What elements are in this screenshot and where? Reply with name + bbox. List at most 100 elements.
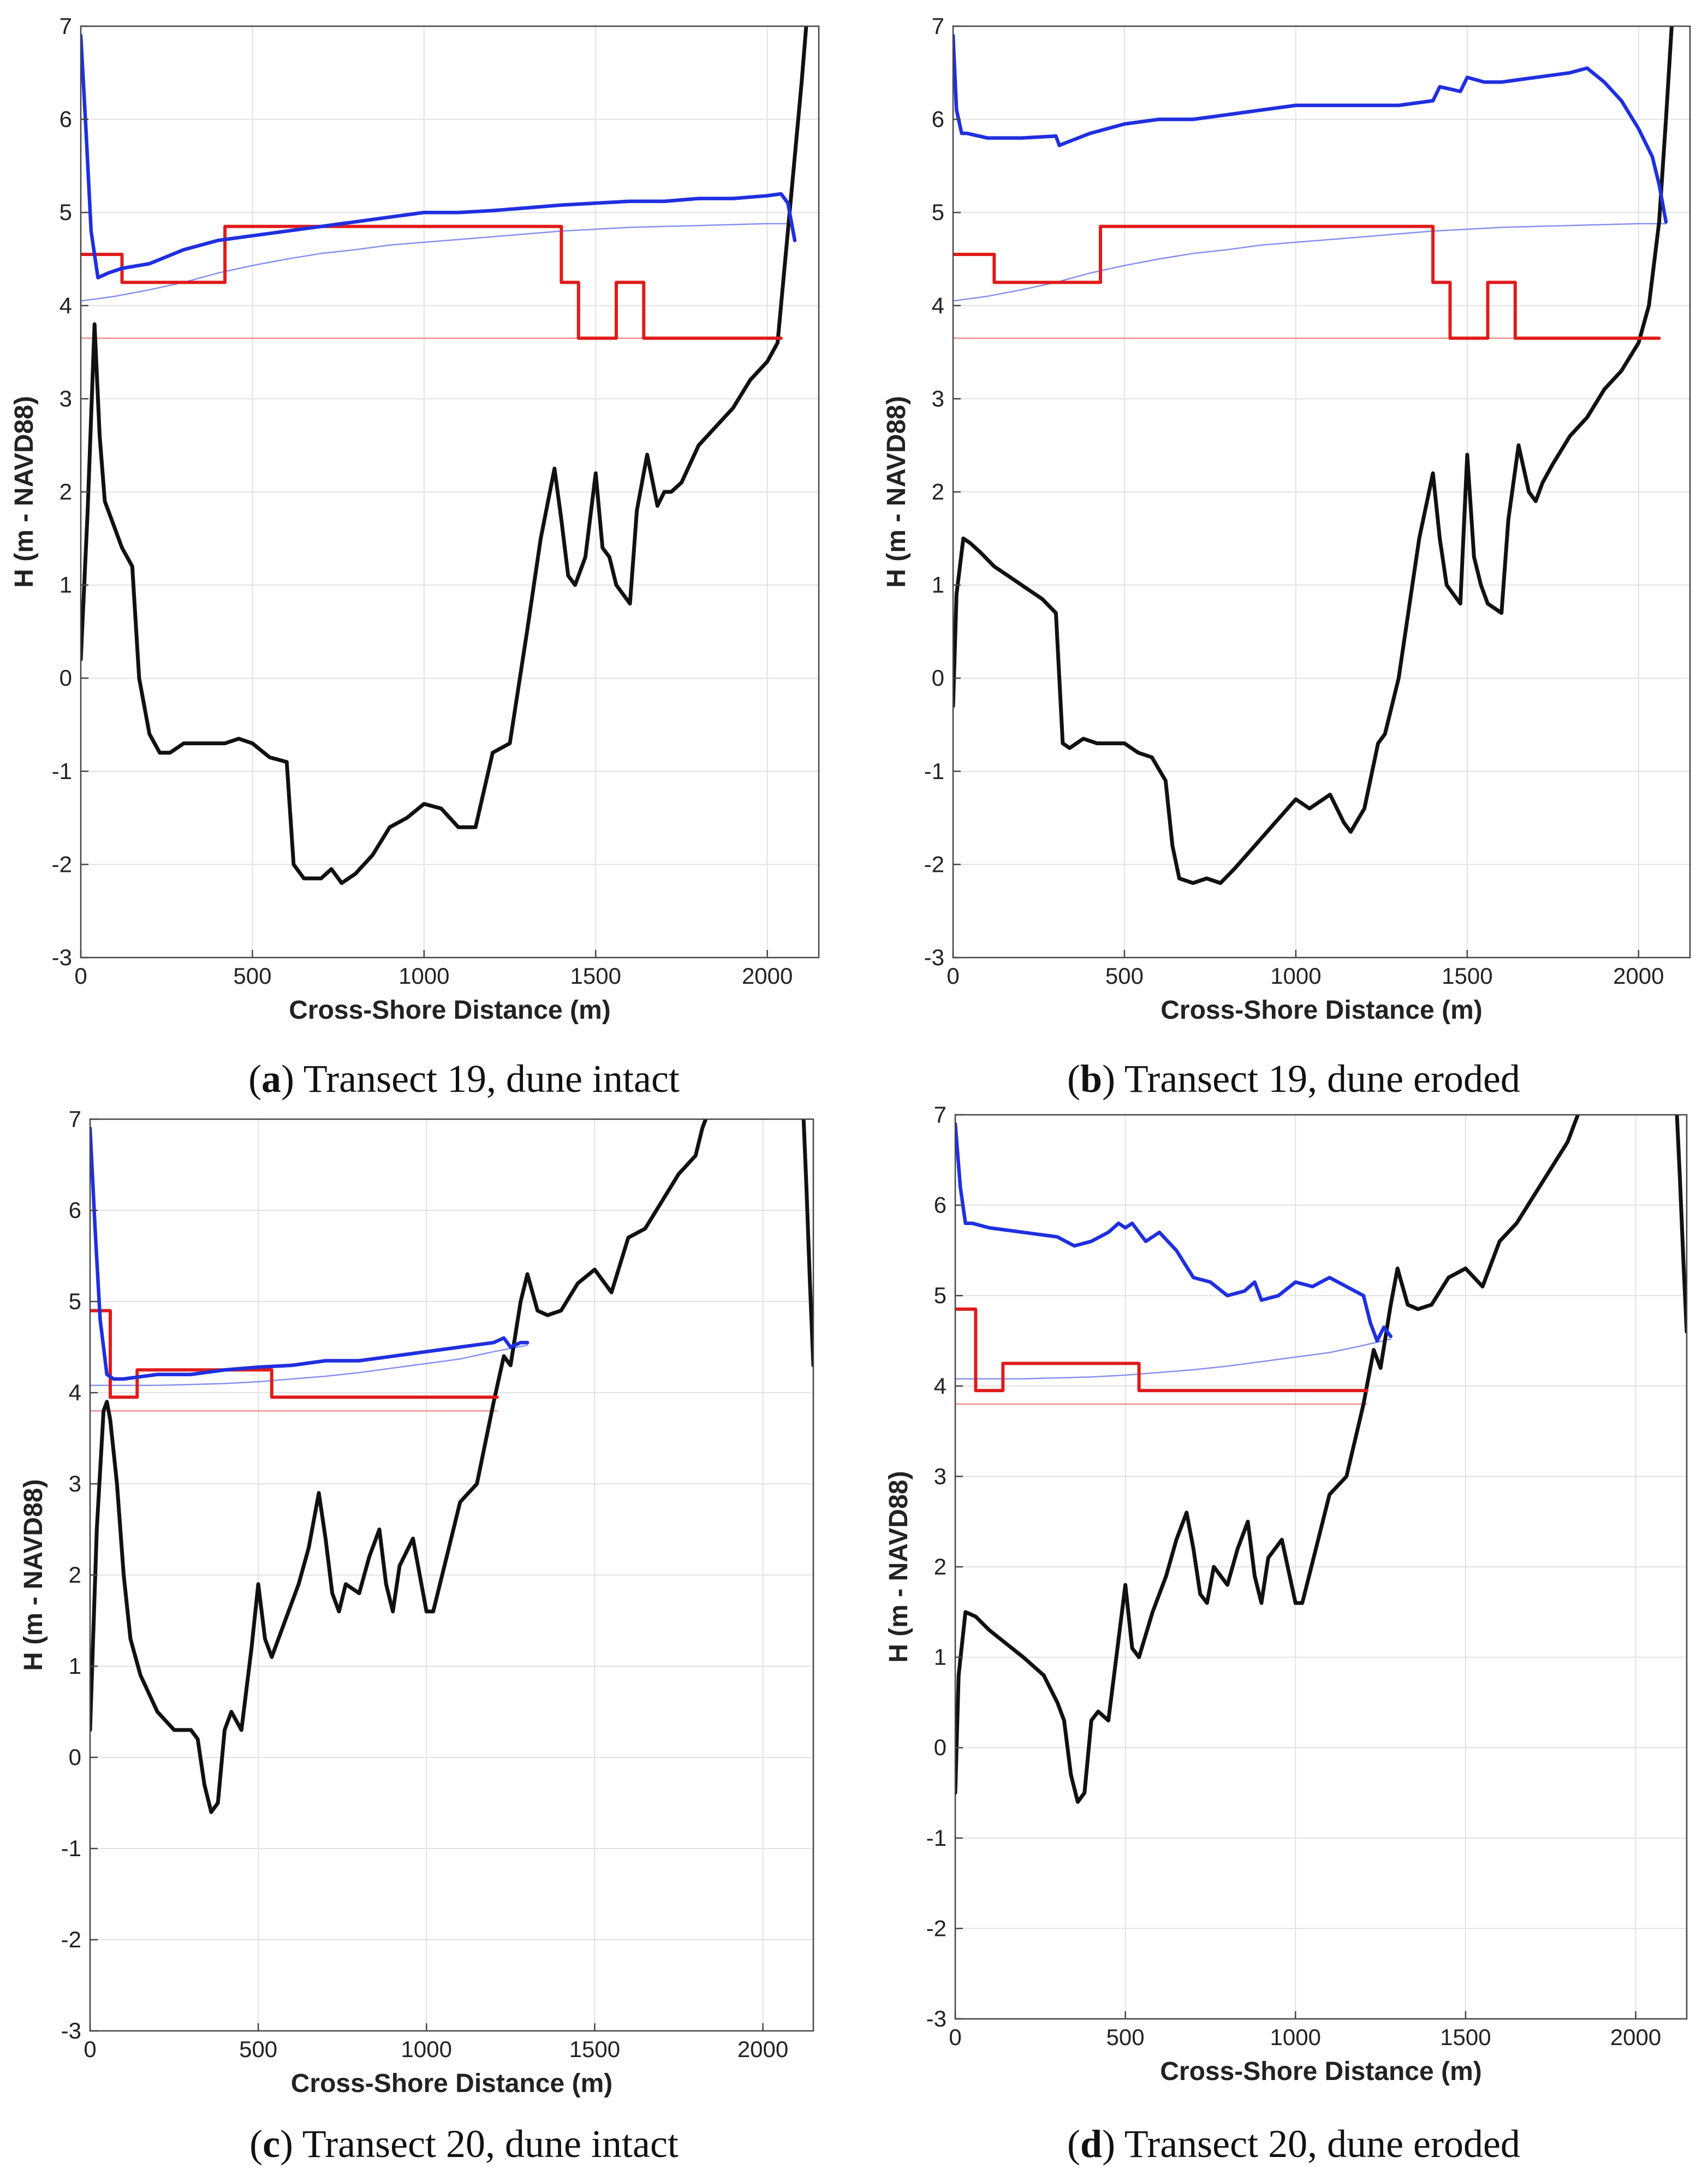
y-tick-label: 3	[932, 385, 944, 411]
chart-b: 0 500 1000 1500 2000 -3 -2 -1 0 1 2 3 4 5 6 7 Cross-Shor…	[882, 13, 1691, 1025]
y-axis-label: H (m - NAVD88)	[19, 1479, 48, 1671]
caption-d-text: Transect 20, dune eroded	[1115, 2122, 1520, 2166]
caption-b-close: )	[1102, 1057, 1116, 1101]
y-tick-label: -2	[924, 851, 944, 877]
y-axis-label: H (m - NAVD88)	[882, 396, 911, 587]
x-axis-label: Cross-Shore Distance (m)	[1160, 2057, 1481, 2086]
caption-c-letter: c	[263, 2122, 281, 2166]
y-tick-label: 2	[59, 479, 72, 504]
y-tick-label: -1	[926, 1825, 947, 1851]
caption-b-letter: b	[1080, 1057, 1103, 1101]
x-tick-label: 1000	[1270, 2024, 1321, 2050]
y-tick-label: 0	[932, 665, 944, 691]
x-tick-label: 1500	[1442, 963, 1492, 989]
series-group	[90, 1119, 813, 1814]
caption-c: (c) Transect 20, dune intact	[249, 2122, 679, 2166]
y-tick-label: 1	[932, 572, 944, 598]
series-line-bathymetry	[953, 26, 1674, 885]
chart-d: 0 500 1000 1500 2000 -3 -2 -1 0 1 2 3 4 5 6 7 Cross-Shor…	[884, 1102, 1688, 2086]
x-tick-label: 0	[84, 2036, 96, 2062]
y-tick-label: -3	[52, 944, 72, 970]
y-tick-label: 7	[932, 13, 944, 39]
series-group	[81, 26, 808, 885]
x-tick-label: 2000	[1613, 963, 1664, 989]
caption-a-close: )	[281, 1057, 295, 1101]
caption-c-close: )	[280, 2122, 294, 2166]
y-tick-label: 4	[59, 293, 72, 318]
caption-a-letter: a	[261, 1057, 282, 1101]
chart-panel-b: 0 500 1000 1500 2000 -3 -2 -1 0 1 2 3 4 5 6 7 Cross-Shor…	[852, 0, 1708, 1070]
caption-d-close: )	[1102, 2122, 1116, 2166]
y-tick-label: -3	[61, 2018, 81, 2043]
y-tick-label: 3	[69, 1471, 81, 1496]
y-tick-label: 0	[59, 665, 72, 691]
x-tick-label: 2000	[737, 2036, 788, 2062]
y-tick-label: 5	[932, 199, 944, 225]
y-tick-label: 3	[59, 385, 72, 411]
y-tick-label: 7	[934, 1102, 947, 1127]
y-tick-label: 1	[59, 572, 72, 598]
series-line-surge_mean	[955, 1338, 1392, 1380]
series-line-surge_mean	[953, 223, 1667, 302]
y-tick-label: -3	[926, 2006, 947, 2031]
series-line-bathymetry_far	[1675, 1115, 1687, 1334]
y-tick-label: 2	[69, 1562, 81, 1588]
series-line-threshold	[953, 224, 1661, 340]
y-tick-label: 0	[69, 1744, 81, 1770]
y-tick-label: 1	[934, 1644, 947, 1670]
y-tick-label: 5	[934, 1282, 947, 1308]
y-tick-label: 2	[934, 1554, 947, 1579]
series-line-surge_mean	[81, 223, 789, 302]
y-tick-label: 6	[59, 106, 72, 132]
chart-panel-c: 0 500 1000 1500 2000 -3 -2 -1 0 1 2 3 4 5 6 7 Cross-Shor…	[0, 1097, 852, 2124]
series-line-bathymetry	[955, 1115, 1580, 1804]
x-tick-label: 1500	[1440, 2024, 1491, 2050]
series-line-bathymetry_far	[801, 1119, 813, 1368]
series-line-surge_max	[90, 1126, 529, 1381]
chart-c: 0 500 1000 1500 2000 -3 -2 -1 0 1 2 3 4 5 6 7 Cross-Shor…	[19, 1106, 814, 2098]
y-axis-label: H (m - NAVD88)	[884, 1471, 913, 1662]
series-group	[953, 26, 1674, 885]
x-tick-label: 500	[233, 963, 271, 989]
y-tick-label: -1	[61, 1835, 81, 1861]
x-tick-label: 1000	[401, 2036, 452, 2062]
series-line-threshold	[955, 1308, 1369, 1393]
caption-a-text: Transect 19, dune intact	[294, 1057, 680, 1101]
series-line-bathymetry	[90, 1119, 708, 1814]
x-tick-label: 1000	[1270, 963, 1321, 989]
series-line-bathymetry	[81, 26, 808, 885]
y-tick-label: 0	[934, 1734, 947, 1760]
chart-a: 0 500 1000 1500 2000 -3 -2 -1 0 1 2 3 4 5 6 7 Cross-Shor…	[10, 13, 820, 1025]
caption-c-text: Transect 20, dune intact	[293, 2122, 679, 2166]
x-axis-label: Cross-Shore Distance (m)	[1161, 996, 1482, 1025]
x-tick-label: 1500	[569, 2036, 620, 2062]
series-line-threshold	[81, 224, 783, 340]
x-tick-label: 500	[1105, 963, 1144, 989]
series-line-surge_max	[953, 33, 1668, 224]
chart-panel-d: 0 500 1000 1500 2000 -3 -2 -1 0 1 2 3 4 5 6 7 Cross-Shor…	[852, 1097, 1708, 2124]
y-tick-label: -1	[52, 758, 72, 784]
x-tick-label: 2000	[1610, 2024, 1661, 2050]
y-tick-label: -2	[52, 851, 72, 877]
y-tick-label: 7	[59, 13, 72, 39]
y-axis-label: H (m - NAVD88)	[10, 396, 39, 587]
y-tick-label: 4	[69, 1380, 81, 1405]
y-tick-label: 5	[69, 1288, 81, 1314]
y-tick-label: 4	[934, 1373, 947, 1399]
y-tick-label: 6	[934, 1192, 947, 1218]
series-line-threshold	[90, 1309, 499, 1399]
y-tick-label: 4	[932, 293, 944, 318]
x-axis-label: Cross-Shore Distance (m)	[291, 2069, 612, 2098]
caption-a: (a) Transect 19, dune intact	[248, 1057, 680, 1101]
y-tick-label: -2	[926, 1915, 947, 1941]
x-tick-label: 0	[74, 963, 87, 989]
caption-b: (b) Transect 19, dune eroded	[1067, 1057, 1520, 1101]
x-tick-label: 1000	[398, 963, 449, 989]
series-line-surge_mean	[90, 1344, 528, 1386]
caption-d-letter: d	[1080, 2122, 1103, 2166]
caption-d: (d) Transect 20, dune eroded	[1067, 2122, 1520, 2166]
x-tick-label: 500	[239, 2036, 277, 2062]
y-tick-label: 1	[69, 1653, 81, 1679]
y-tick-label: 3	[934, 1463, 947, 1489]
y-tick-label: -1	[924, 758, 944, 784]
